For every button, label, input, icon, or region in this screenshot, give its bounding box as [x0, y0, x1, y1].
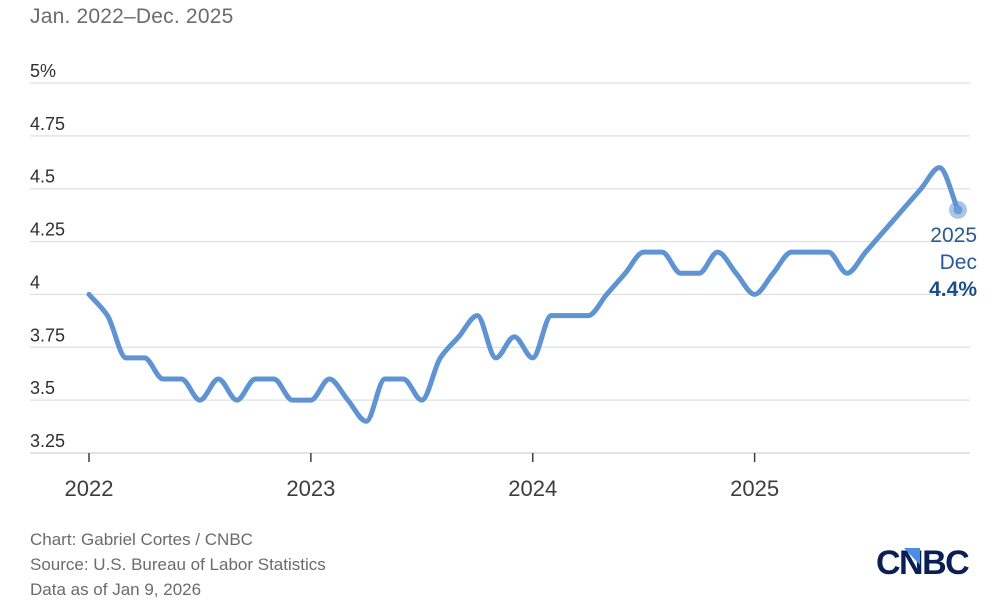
- x-axis-label: 2025: [730, 476, 779, 501]
- annotation-year: 2025: [930, 224, 977, 247]
- cnbc-wordmark: CNBC: [876, 544, 969, 582]
- x-axis-label: 2024: [508, 476, 557, 501]
- y-axis-label: 4.75: [30, 114, 65, 134]
- annotation-value: 4.4%: [929, 278, 977, 301]
- x-axis-label: 2022: [65, 476, 114, 501]
- y-axis-label: 4: [30, 272, 40, 292]
- end-dot-center: [953, 205, 963, 215]
- chart-title: Jan. 2022–Dec. 2025: [30, 5, 234, 28]
- source-line: Source: U.S. Bureau of Labor Statistics: [30, 555, 326, 574]
- y-axis-label: 5%: [30, 61, 56, 81]
- cnbc-logo: CNBC: [876, 544, 972, 587]
- cnbc-logo-graphic: CNBC: [876, 544, 971, 582]
- footer-credits: Chart: Gabriel Cortes / CNBC Source: U.S…: [30, 527, 326, 602]
- x-axis-label: 2023: [286, 476, 335, 501]
- y-axis-label: 3.75: [30, 325, 65, 345]
- cnbc-triangle-icon: [904, 548, 920, 565]
- last-point-annotation: 2025 Dec 4.4%: [929, 222, 977, 303]
- y-axis-label: 3.5: [30, 378, 55, 398]
- annotation-month: Dec: [939, 251, 977, 274]
- data-as-of: Data as of Jan 9, 2026: [30, 580, 202, 599]
- y-axis-label: 3.25: [30, 431, 65, 451]
- chart-credit: Chart: Gabriel Cortes / CNBC: [30, 530, 253, 549]
- data-line[interactable]: [86, 165, 961, 424]
- y-axis-label: 4.5: [30, 167, 55, 187]
- y-axis-label: 4.25: [30, 220, 65, 240]
